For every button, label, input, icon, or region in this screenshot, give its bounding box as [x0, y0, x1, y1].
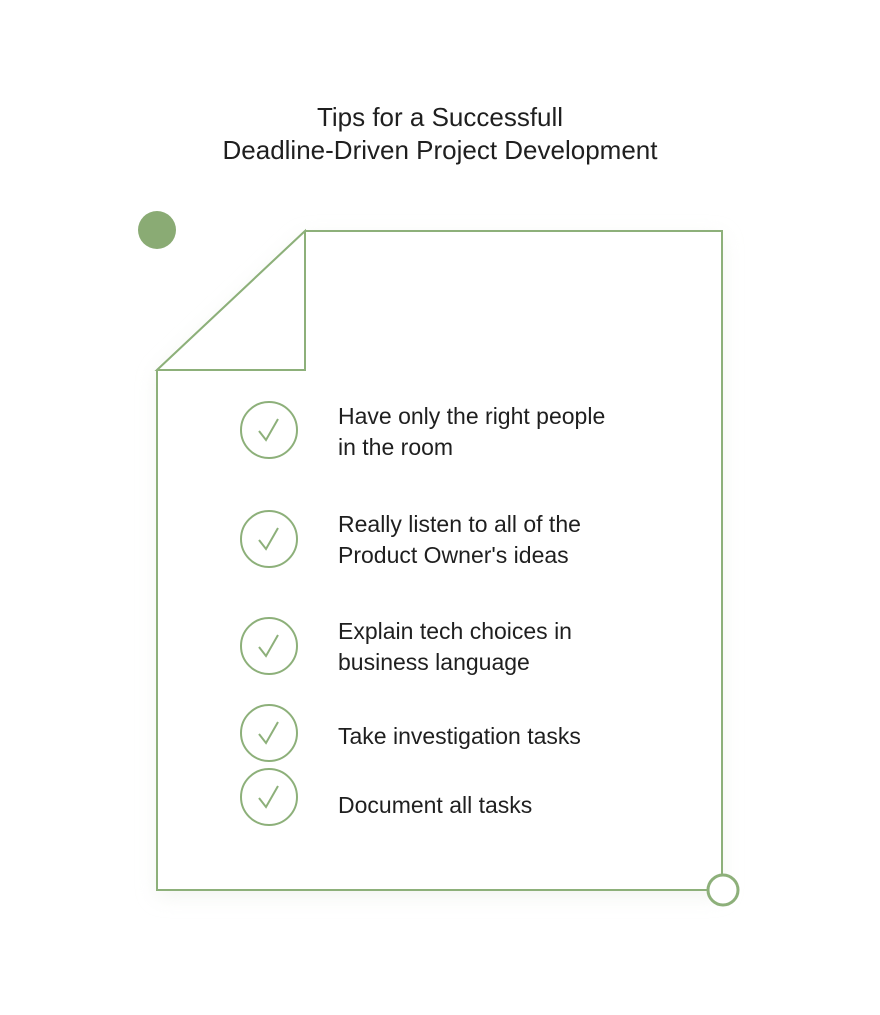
page-title: Tips for a Successfull Deadline-Driven P…	[0, 101, 880, 167]
checkmark-icon	[258, 785, 279, 809]
check-circle	[240, 704, 298, 762]
check-circle	[240, 510, 298, 568]
tip-text: Take investigation tasks	[338, 723, 581, 749]
tip-text: Document all tasks	[338, 792, 533, 818]
decorative-dot	[138, 211, 176, 249]
check-circle	[240, 617, 298, 675]
tip-text: Have only the right people in the room	[338, 403, 606, 460]
check-circle	[240, 401, 298, 459]
title-line-2: Deadline-Driven Project Development	[222, 135, 658, 166]
decorative-ring	[706, 873, 740, 907]
tip-text: Explain tech choices in business languag…	[338, 618, 572, 675]
checkmark-icon	[258, 634, 279, 658]
checkmark-icon	[258, 527, 279, 551]
title-line-1: Tips for a Successfull	[316, 102, 564, 133]
tip-text: Really listen to all of the Product Owne…	[338, 511, 581, 568]
check-circle	[240, 768, 298, 826]
folded-corner	[154, 228, 306, 371]
checkmark-icon	[258, 721, 279, 745]
checkmark-icon	[258, 418, 279, 442]
